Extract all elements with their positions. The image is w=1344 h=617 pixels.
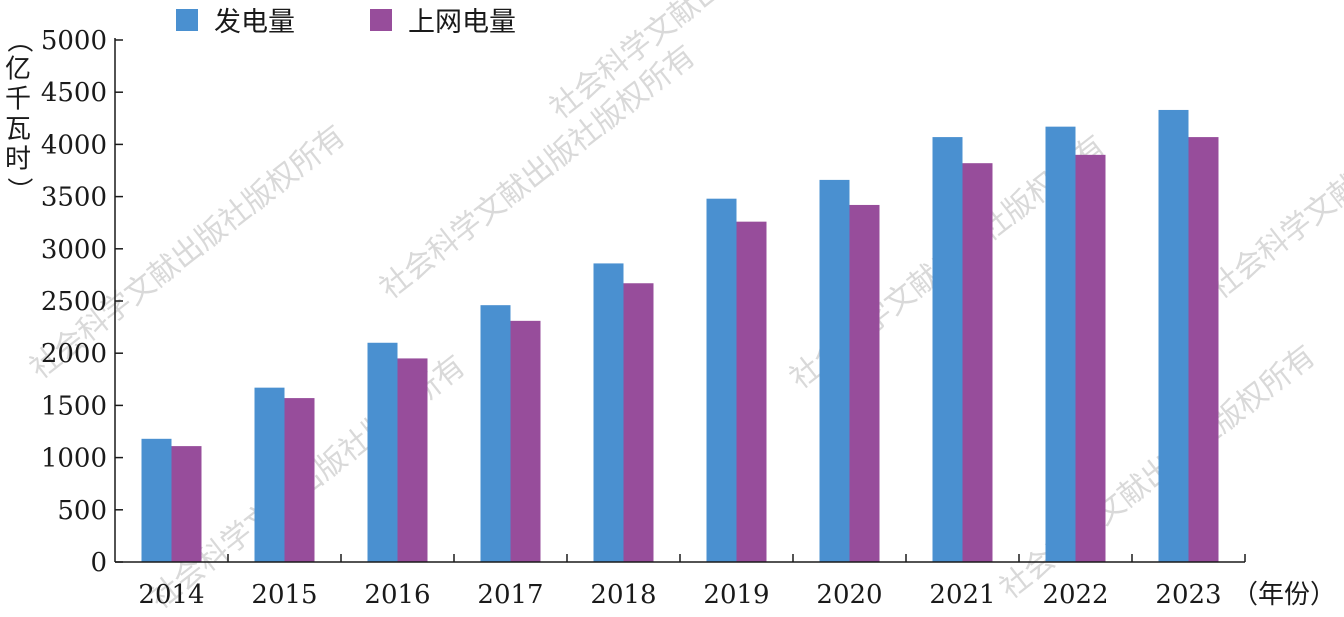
y-tick-label: 0 — [90, 548, 107, 578]
x-axis-label: （年份） — [1232, 580, 1336, 610]
bar-grid-2017 — [510, 320, 541, 562]
y-tick-label: 3000 — [41, 235, 107, 265]
watermark-text: 社会科学文献出版社版权所有 — [993, 339, 1322, 607]
y-tick-label: 4500 — [41, 78, 107, 108]
y-axis-label-char: （ — [4, 27, 34, 53]
legend-label: 发电量 — [214, 7, 295, 38]
bar-generation-2016 — [367, 342, 398, 562]
watermark-text: 社会科学文献出版社版权所有 — [1203, 39, 1344, 307]
legend-label: 上网电量 — [408, 7, 516, 38]
legend-swatch — [176, 9, 198, 31]
bar-generation-2023 — [1158, 109, 1189, 562]
y-axis-label-char: 千 — [5, 85, 31, 115]
y-tick-label: 3500 — [41, 183, 107, 213]
legend-swatch — [370, 9, 392, 31]
x-tick-label: 2017 — [477, 580, 543, 610]
y-ticks: 0 500 1000 1500 2000 2500 3000 3500 4000 4500 5000 — [41, 26, 123, 578]
bar-generation-2019 — [706, 198, 737, 563]
x-tick-label: 2021 — [929, 580, 995, 610]
watermark-text: 社会科学文献出版社版权所有 — [373, 39, 702, 307]
y-axis-label-char: ） — [4, 177, 34, 203]
x-tick-label: 2015 — [251, 580, 317, 610]
y-tick-label: 2500 — [41, 287, 107, 317]
x-tick-label: 2016 — [364, 580, 430, 610]
y-axis-label-char: 亿 — [5, 55, 31, 85]
bar-grid-2015 — [284, 398, 315, 562]
x-tick-label: 2014 — [138, 580, 204, 610]
y-axis-label-char: 瓦 — [5, 115, 31, 145]
bar-generation-2022 — [1045, 126, 1076, 562]
x-tick-label: 2019 — [703, 580, 769, 610]
y-tick-label: 2000 — [41, 339, 107, 369]
y-tick-label: 5000 — [41, 26, 107, 56]
bar-generation-2014 — [141, 438, 172, 562]
bar-generation-2017 — [480, 305, 511, 562]
x-tick-label: 2020 — [816, 580, 882, 610]
legend: 发电量 上网电量 — [176, 7, 516, 38]
bar-grid-2022 — [1075, 154, 1106, 562]
bar-grid-2014 — [171, 446, 202, 562]
bar-generation-2018 — [593, 263, 624, 562]
y-tick-label: 500 — [57, 496, 107, 526]
bar-generation-2021 — [932, 137, 963, 563]
x-tick-label: 2022 — [1042, 580, 1108, 610]
x-tick-label: 2018 — [590, 580, 656, 610]
bar-grid-2019 — [736, 221, 767, 562]
x-tick-label: 2023 — [1155, 580, 1221, 610]
bar-generation-2020 — [819, 179, 850, 562]
bar-generation-2015 — [254, 387, 285, 562]
bar-grid-2021 — [962, 163, 993, 562]
watermark: 社会科学文献出版社版权所有 社会科学文献出版社版权所有社会科学文献出版社版权所有社… — [23, 0, 1344, 616]
y-tick-label: 1000 — [41, 444, 107, 474]
bar-grid-2016 — [397, 358, 428, 562]
y-tick-label: 4000 — [41, 130, 107, 160]
y-axis-label-char: 时 — [5, 145, 31, 175]
bars-layer — [141, 109, 1219, 563]
bar-grid-2018 — [623, 283, 654, 562]
y-tick-label: 1500 — [41, 391, 107, 421]
bar-grid-2023 — [1188, 137, 1219, 563]
x-ticks: 2014 2015 2016 2017 2018 2019 2020 2021 2022 2023 — [138, 554, 1246, 610]
bar-grid-2020 — [849, 204, 880, 562]
